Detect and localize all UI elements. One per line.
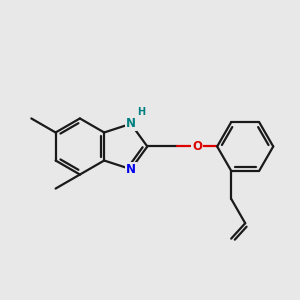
Text: N: N xyxy=(126,117,136,130)
Text: N: N xyxy=(126,163,136,176)
Text: H: H xyxy=(137,107,145,117)
Text: O: O xyxy=(192,140,202,153)
